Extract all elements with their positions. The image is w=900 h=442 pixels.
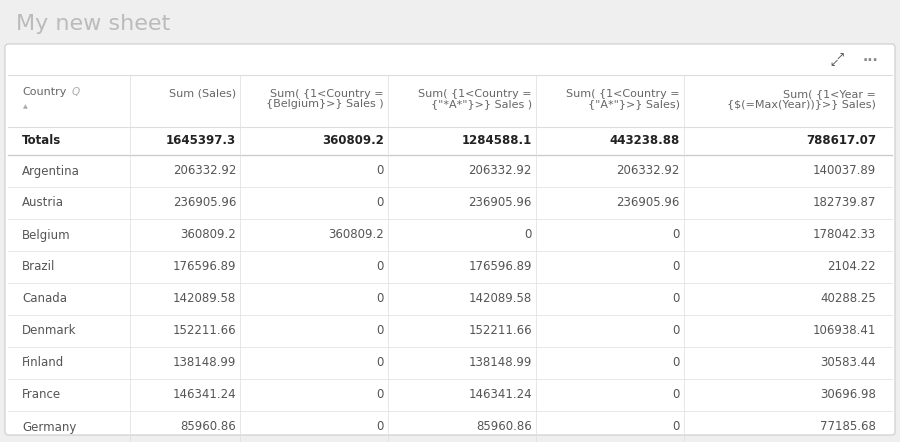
Text: ▲: ▲ <box>23 104 28 110</box>
Text: {Belgium}>} Sales ): {Belgium}>} Sales ) <box>266 99 384 109</box>
Text: 0: 0 <box>672 357 680 370</box>
Text: 0: 0 <box>377 260 384 274</box>
Text: Sum( {1<Country =: Sum( {1<Country = <box>418 89 532 99</box>
Text: 152211.66: 152211.66 <box>173 324 236 338</box>
Text: Country: Country <box>22 87 67 97</box>
Text: ↗: ↗ <box>835 53 845 63</box>
Text: 1645397.3: 1645397.3 <box>166 134 236 148</box>
Text: ···: ··· <box>862 54 878 68</box>
Text: 142089.58: 142089.58 <box>469 293 532 305</box>
Text: 0: 0 <box>525 229 532 241</box>
Text: 206332.92: 206332.92 <box>469 164 532 178</box>
Text: 0: 0 <box>377 389 384 401</box>
Text: Sum (Sales): Sum (Sales) <box>169 89 236 99</box>
Text: France: France <box>22 389 61 401</box>
Text: Canada: Canada <box>22 293 67 305</box>
Text: 152211.66: 152211.66 <box>468 324 532 338</box>
Text: 77185.68: 77185.68 <box>820 420 876 434</box>
Text: 360809.2: 360809.2 <box>328 229 384 241</box>
Text: 0: 0 <box>672 324 680 338</box>
Text: 146341.24: 146341.24 <box>173 389 236 401</box>
Text: Denmark: Denmark <box>22 324 76 338</box>
Text: 176596.89: 176596.89 <box>469 260 532 274</box>
Text: 0: 0 <box>672 293 680 305</box>
Text: 178042.33: 178042.33 <box>813 229 876 241</box>
Text: Brazil: Brazil <box>22 260 56 274</box>
Text: 146341.24: 146341.24 <box>468 389 532 401</box>
Text: 0: 0 <box>672 420 680 434</box>
Text: Belgium: Belgium <box>22 229 70 241</box>
Text: Austria: Austria <box>22 197 64 210</box>
Text: 0: 0 <box>672 260 680 274</box>
Text: 360809.2: 360809.2 <box>180 229 236 241</box>
Text: 0: 0 <box>377 420 384 434</box>
Text: 0: 0 <box>672 389 680 401</box>
Text: 138148.99: 138148.99 <box>173 357 236 370</box>
Text: 85960.86: 85960.86 <box>476 420 532 434</box>
Text: 0: 0 <box>672 229 680 241</box>
Text: 206332.92: 206332.92 <box>616 164 680 178</box>
Text: My new sheet: My new sheet <box>16 14 170 34</box>
Text: {$(=Max(Year))}>} Sales): {$(=Max(Year))}>} Sales) <box>727 99 876 109</box>
Text: 85960.86: 85960.86 <box>180 420 236 434</box>
Text: 2104.22: 2104.22 <box>827 260 876 274</box>
Text: 0: 0 <box>377 293 384 305</box>
Text: 0: 0 <box>377 357 384 370</box>
Text: 30696.98: 30696.98 <box>820 389 876 401</box>
Text: 236905.96: 236905.96 <box>469 197 532 210</box>
Text: 106938.41: 106938.41 <box>813 324 876 338</box>
Text: 443238.88: 443238.88 <box>609 134 680 148</box>
Text: 236905.96: 236905.96 <box>173 197 236 210</box>
Text: {"*A*"}>} Sales ): {"*A*"}>} Sales ) <box>431 99 532 109</box>
Text: 788617.07: 788617.07 <box>806 134 876 148</box>
Text: 142089.58: 142089.58 <box>173 293 236 305</box>
Text: 360809.2: 360809.2 <box>322 134 384 148</box>
Text: 236905.96: 236905.96 <box>616 197 680 210</box>
FancyBboxPatch shape <box>5 44 895 435</box>
Text: ↙: ↙ <box>829 58 839 68</box>
Text: {"A*"}>} Sales): {"A*"}>} Sales) <box>588 99 680 109</box>
Text: 0: 0 <box>377 164 384 178</box>
Text: Germany: Germany <box>22 420 76 434</box>
Text: 0: 0 <box>377 197 384 210</box>
Text: 176596.89: 176596.89 <box>173 260 236 274</box>
Text: 206332.92: 206332.92 <box>173 164 236 178</box>
Text: Sum( {1<Year =: Sum( {1<Year = <box>783 89 876 99</box>
Text: Sum( {1<Country =: Sum( {1<Country = <box>271 89 384 99</box>
Text: Finland: Finland <box>22 357 64 370</box>
Text: 40288.25: 40288.25 <box>820 293 876 305</box>
Text: 30583.44: 30583.44 <box>821 357 876 370</box>
Text: Q: Q <box>72 87 80 97</box>
Text: 140037.89: 140037.89 <box>813 164 876 178</box>
Text: 138148.99: 138148.99 <box>469 357 532 370</box>
Text: 0: 0 <box>377 324 384 338</box>
Text: Argentina: Argentina <box>22 164 80 178</box>
Text: Totals: Totals <box>22 134 61 148</box>
Text: Sum( {1<Country =: Sum( {1<Country = <box>566 89 680 99</box>
Text: 182739.87: 182739.87 <box>813 197 876 210</box>
Text: 1284588.1: 1284588.1 <box>462 134 532 148</box>
